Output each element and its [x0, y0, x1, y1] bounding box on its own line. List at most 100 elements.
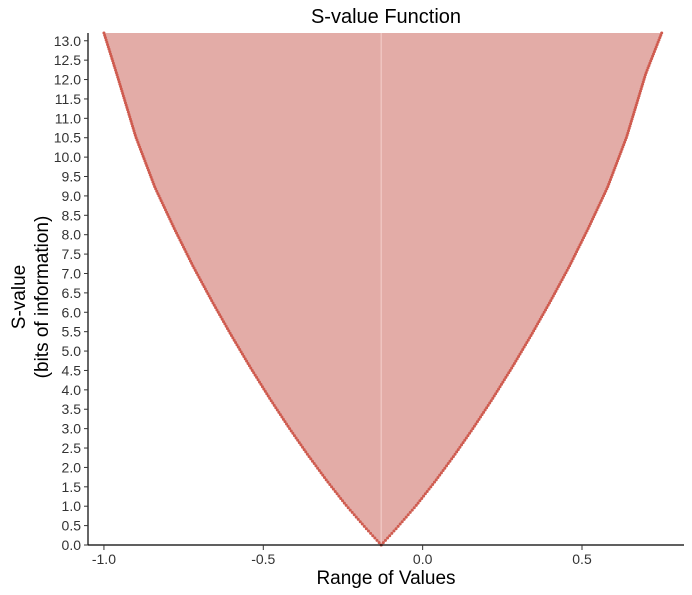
curve-point — [133, 133, 137, 137]
curve-point — [517, 354, 521, 358]
curve-point — [636, 96, 640, 100]
curve-point — [634, 105, 638, 109]
curve-point — [305, 452, 309, 456]
curve-point — [271, 401, 275, 405]
curve-point — [214, 306, 218, 310]
curve-point — [232, 338, 236, 342]
curve-point — [591, 217, 595, 221]
curve-point — [193, 268, 197, 272]
curve-point — [246, 361, 250, 365]
curve-point — [114, 71, 118, 75]
curve-point — [131, 124, 135, 128]
curve-point — [534, 324, 538, 328]
curve-point — [170, 222, 174, 226]
curve-point — [604, 189, 608, 193]
curve-point — [392, 529, 396, 533]
curve-point — [453, 452, 457, 456]
curve-point — [631, 112, 635, 116]
curve-point — [642, 78, 646, 82]
curve-point — [483, 408, 487, 412]
curve-point — [564, 271, 568, 275]
curve-point — [358, 520, 362, 524]
curve-point — [621, 145, 625, 149]
curve-point — [632, 110, 636, 114]
curve-point — [245, 359, 249, 363]
curve-point — [260, 385, 264, 389]
curve-point — [348, 508, 352, 512]
curve-point — [262, 387, 266, 391]
curve-point — [350, 510, 354, 514]
curve-point — [265, 392, 269, 396]
curve-point — [143, 159, 147, 163]
curve-point — [579, 240, 583, 244]
curve-point — [229, 334, 233, 338]
curve-point — [429, 485, 433, 489]
x-tick-label: -0.5 — [251, 551, 275, 567]
curve-point — [187, 257, 191, 261]
curve-point — [168, 217, 172, 221]
curve-point — [180, 243, 184, 247]
curve-point — [523, 343, 527, 347]
curve-point — [639, 87, 643, 91]
curve-point — [120, 89, 124, 93]
curve-point — [398, 522, 402, 526]
curve-point — [420, 496, 424, 500]
curve-point — [400, 520, 404, 524]
curve-point — [431, 482, 435, 486]
curve-point — [150, 178, 154, 182]
curve-point — [618, 152, 622, 156]
curve-point — [402, 517, 406, 521]
curve-point — [373, 536, 377, 540]
y-tick-label: 9.5 — [62, 169, 82, 185]
curve-point — [485, 406, 489, 410]
curve-point — [641, 82, 645, 86]
curve-point — [653, 47, 657, 51]
curve-point — [289, 429, 293, 433]
curve-point — [337, 494, 341, 498]
curve-point — [620, 147, 624, 151]
curve-point — [371, 534, 375, 538]
curve-point — [615, 161, 619, 165]
curve-point — [418, 499, 422, 503]
curve-point — [617, 154, 621, 158]
curve-point — [154, 187, 158, 191]
curve-point — [497, 387, 501, 391]
curve-point — [652, 50, 656, 54]
curve-point — [381, 541, 385, 545]
curve-point — [219, 315, 223, 319]
curve-point — [406, 513, 410, 517]
y-axis-ticks: 0.0 0.5 1.0 1.5 2.0 2.5 3.0 3.5 4.0 4.5 5.0 5.5 6.0 6… — [54, 33, 88, 553]
curve-point — [598, 201, 602, 205]
curve-point — [215, 308, 219, 312]
curve-point — [623, 138, 627, 142]
curve-point — [515, 357, 519, 361]
curve-point — [280, 415, 284, 419]
curve-point — [629, 122, 633, 126]
curve-point — [636, 98, 640, 102]
curve-point — [283, 420, 287, 424]
curve-point — [328, 482, 332, 486]
curve-point — [386, 536, 390, 540]
curve-point — [492, 394, 496, 398]
curve-point — [333, 489, 337, 493]
curve-point — [468, 431, 472, 435]
curve-point — [128, 117, 132, 121]
curve-point — [647, 64, 651, 68]
curve-point — [570, 259, 574, 263]
curve-point — [211, 301, 215, 305]
y-tick-label: 3.5 — [62, 401, 82, 417]
curve-point — [301, 445, 305, 449]
curve-point — [605, 187, 609, 191]
curve-point — [341, 499, 345, 503]
curve-point — [176, 233, 180, 237]
curve-point — [646, 66, 650, 70]
curve-point — [501, 380, 505, 384]
curve-point — [383, 538, 387, 542]
curve-point — [183, 247, 187, 251]
curve-point — [643, 75, 647, 79]
curve-point — [550, 296, 554, 300]
curve-point — [356, 517, 360, 521]
curve-point — [641, 80, 645, 84]
curve-point — [231, 336, 235, 340]
curve-point — [128, 115, 132, 119]
